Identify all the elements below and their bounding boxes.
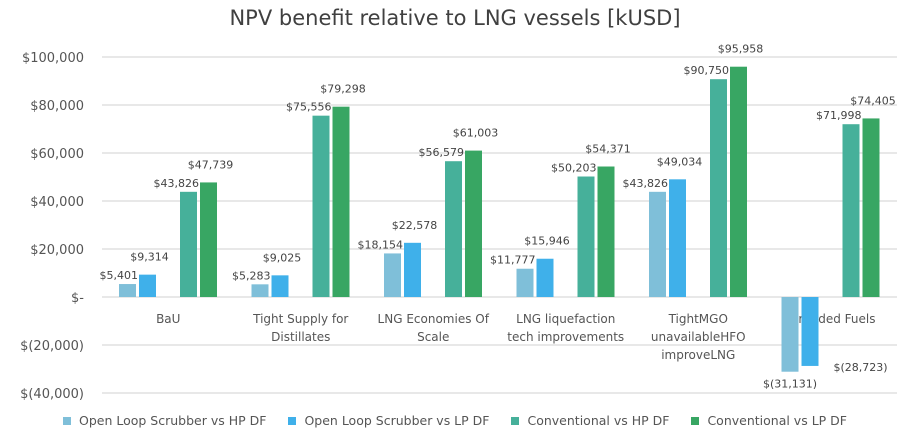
data-label: $56,579 xyxy=(419,146,465,159)
legend-swatch xyxy=(62,416,71,425)
legend-swatch xyxy=(511,416,520,425)
data-label: $61,003 xyxy=(453,127,499,140)
data-label: $9,314 xyxy=(130,251,169,264)
bar xyxy=(200,182,217,297)
data-labels: $5,401 $5,283 $18,154 $11,777 $43,826 $(31,13… xyxy=(100,43,896,391)
x-category-label: Distillates xyxy=(271,330,330,344)
data-label: $43,826 xyxy=(623,177,669,190)
bar xyxy=(312,115,330,297)
data-label: $15,946 xyxy=(524,235,570,248)
bar xyxy=(597,166,615,297)
data-label: $9,025 xyxy=(263,251,302,264)
bar xyxy=(180,191,197,297)
data-label: $71,998 xyxy=(816,109,862,122)
data-label: $(28,723) xyxy=(833,361,887,374)
data-label: $11,777 xyxy=(490,254,536,267)
data-label: $5,401 xyxy=(100,269,139,282)
y-tick-label: $80,000 xyxy=(30,99,84,114)
legend-label: Open Loop Scrubber vs LP DF xyxy=(304,413,490,428)
x-axis-labels: BaU Tight Supply for Distillates LNG Econom… xyxy=(156,312,875,362)
bar xyxy=(730,66,747,297)
bar xyxy=(536,258,554,297)
legend-label: Open Loop Scrubber vs HP DF xyxy=(78,413,267,428)
data-label: $(31,131) xyxy=(763,378,817,391)
chart-title: NPV benefit relative to LNG vessels [kUS… xyxy=(229,6,681,30)
y-tick-label: $60,000 xyxy=(30,147,84,162)
legend: Open Loop Scrubber vs HP DF Open Loop Sc… xyxy=(0,413,910,428)
data-label: $95,958 xyxy=(718,43,764,56)
legend-label: Conventional vs LP DF xyxy=(707,413,847,428)
bar xyxy=(139,274,156,297)
data-label: $49,034 xyxy=(657,155,703,168)
legend-swatch xyxy=(691,416,700,425)
x-category-label: Scale xyxy=(417,330,449,344)
y-tick-label: $(40,000) xyxy=(20,387,84,402)
x-category-label: LNG Economies Of xyxy=(378,312,490,326)
legend-label: Conventional vs HP DF xyxy=(527,413,670,428)
data-label: $18,154 xyxy=(358,238,404,251)
bar xyxy=(781,297,799,372)
bar xyxy=(649,191,666,297)
data-label: $54,371 xyxy=(585,143,631,156)
data-label: $43,826 xyxy=(154,177,200,190)
x-category-label: Tight Supply for xyxy=(252,312,348,326)
legend-swatch xyxy=(288,416,297,425)
y-tick-label: $20,000 xyxy=(30,243,84,258)
x-category-label: tech improvements xyxy=(507,330,624,344)
gridlines xyxy=(102,56,897,394)
data-label: $50,203 xyxy=(551,162,597,175)
legend-item: Conventional vs LP DF xyxy=(691,413,847,428)
legend-item: Conventional vs HP DF xyxy=(511,413,669,428)
bar xyxy=(445,161,462,297)
data-label: $47,739 xyxy=(188,158,234,171)
y-tick-label: $(20,000) xyxy=(20,339,84,354)
bar xyxy=(271,275,289,297)
bar xyxy=(465,150,482,297)
data-label: $79,298 xyxy=(320,83,366,96)
x-category-label: unavailableHFO xyxy=(651,330,746,344)
y-tick-label: $- xyxy=(71,291,84,306)
y-tick-label: $100,000 xyxy=(22,51,84,66)
bar xyxy=(251,284,269,297)
bar xyxy=(710,79,727,297)
data-label: $90,750 xyxy=(684,64,730,77)
y-tick-label: $40,000 xyxy=(30,195,84,210)
bar xyxy=(404,242,421,297)
data-label: $74,405 xyxy=(850,94,896,107)
data-label: $75,556 xyxy=(286,101,332,114)
y-axis: $100,000 $80,000 $60,000 $40,000 $20,000 $- $(… xyxy=(20,51,84,402)
bar xyxy=(862,118,880,297)
bar xyxy=(384,253,401,297)
bars xyxy=(119,66,880,372)
x-category-label: TightMGO xyxy=(668,312,728,326)
bar xyxy=(516,268,534,297)
x-category-label: improveLNG xyxy=(661,348,735,362)
legend-item: Open Loop Scrubber vs HP DF xyxy=(62,413,267,428)
bar xyxy=(332,106,350,297)
data-label: $5,283 xyxy=(232,269,271,282)
bar xyxy=(669,179,686,297)
bar xyxy=(577,176,595,297)
bar xyxy=(119,284,136,297)
x-category-label: Stranded Fuels xyxy=(786,312,875,326)
x-category-label: BaU xyxy=(156,312,180,326)
bar xyxy=(801,297,819,366)
bar xyxy=(842,124,860,297)
legend-item: Open Loop Scrubber vs LP DF xyxy=(288,413,489,428)
x-category-label: LNG liquefaction xyxy=(516,312,615,326)
data-label: $22,578 xyxy=(392,219,438,232)
